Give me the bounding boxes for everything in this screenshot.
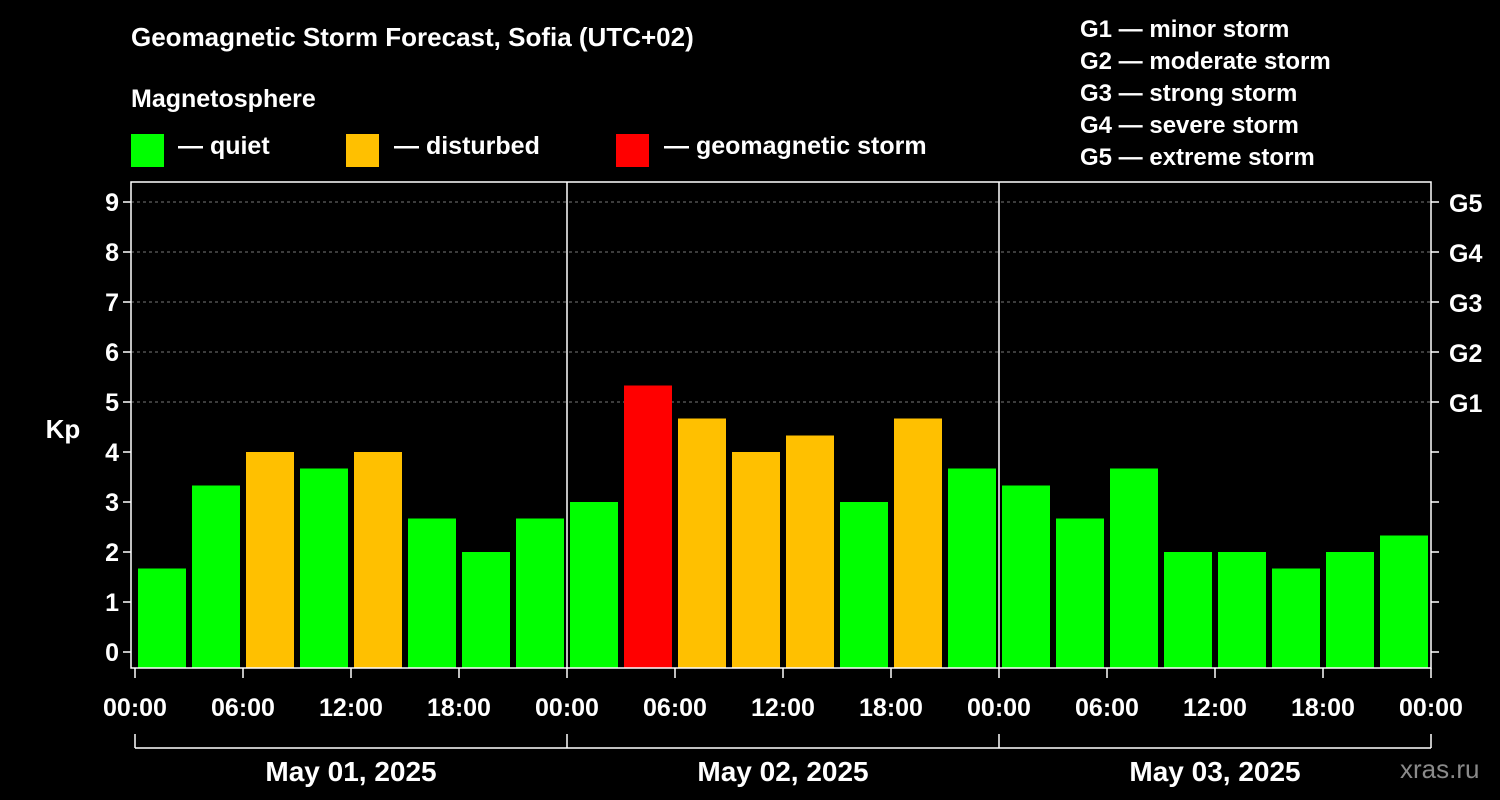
- kp-bar: [678, 418, 726, 668]
- y-tick-label: 2: [105, 539, 119, 567]
- storm-level-g5: G5 — extreme storm: [1080, 144, 1315, 171]
- x-tick-label: 18:00: [427, 694, 491, 722]
- x-tick-label: 06:00: [211, 694, 275, 722]
- y-tick-label: 8: [105, 239, 119, 267]
- x-tick-label: 12:00: [751, 694, 815, 722]
- kp-bar: [1380, 535, 1428, 668]
- day-label: May 03, 2025: [1129, 756, 1300, 787]
- day-label: May 01, 2025: [265, 756, 436, 787]
- x-tick-label: 00:00: [967, 694, 1031, 722]
- kp-bar: [192, 485, 240, 668]
- kp-bar: [462, 552, 510, 668]
- chart-title: Geomagnetic Storm Forecast, Sofia (UTC+0…: [131, 22, 694, 52]
- storm-level-tick-g3: G3: [1449, 290, 1482, 318]
- storm-level-tick-g5: G5: [1449, 190, 1482, 218]
- y-tick-label: 9: [105, 189, 119, 217]
- kp-bar: [354, 452, 402, 668]
- legend-heading: Magnetosphere: [131, 85, 316, 113]
- storm-level-g1: G1 — minor storm: [1080, 16, 1290, 43]
- y-tick-label: 7: [105, 289, 119, 317]
- kp-bar: [1110, 468, 1158, 668]
- kp-bar: [786, 435, 834, 668]
- kp-bar: [840, 502, 888, 668]
- kp-bar: [246, 452, 294, 668]
- x-tick-label: 06:00: [1075, 694, 1139, 722]
- kp-bar: [1164, 552, 1212, 668]
- storm-level-tick-g2: G2: [1449, 340, 1482, 368]
- storm-level-legend: G1 — minor storm G2 — moderate storm G3 …: [1080, 14, 1331, 174]
- legend-swatch-storm: [616, 134, 649, 167]
- source-credit: xras.ru: [1400, 754, 1480, 784]
- legend-label-quiet: — quiet: [178, 132, 270, 160]
- kp-bar: [1272, 568, 1320, 668]
- y-tick-label: 3: [105, 489, 119, 517]
- kp-bar: [138, 568, 186, 668]
- x-tick-label: 00:00: [535, 694, 599, 722]
- plot-frame: [130, 181, 1432, 669]
- y-tick-label: 1: [105, 589, 119, 617]
- x-tick-label: 00:00: [1399, 694, 1463, 722]
- storm-level-g4: G4 — severe storm: [1080, 112, 1299, 139]
- y-tick-label: 4: [105, 439, 119, 467]
- x-tick-label: 18:00: [859, 694, 923, 722]
- y-tick-label: 0: [105, 639, 119, 667]
- legend-label-storm: — geomagnetic storm: [664, 132, 927, 160]
- y-tick-label: 6: [105, 339, 119, 367]
- legend-label-disturbed: — disturbed: [394, 132, 540, 160]
- x-tick-label: 12:00: [319, 694, 383, 722]
- kp-bar: [1056, 518, 1104, 668]
- legend-swatch-disturbed: [346, 134, 379, 167]
- x-tick-label: 06:00: [643, 694, 707, 722]
- kp-bar: [624, 385, 672, 668]
- x-tick-label: 12:00: [1183, 694, 1247, 722]
- kp-bar: [516, 518, 564, 668]
- kp-bar: [1002, 485, 1050, 668]
- kp-bar: [732, 452, 780, 668]
- x-tick-label: 18:00: [1291, 694, 1355, 722]
- y-axis-label: Kp: [46, 414, 81, 444]
- kp-bar: [1326, 552, 1374, 668]
- kp-bar: [948, 468, 996, 668]
- kp-bar: [300, 468, 348, 668]
- kp-bar: [570, 502, 618, 668]
- kp-bar: [894, 418, 942, 668]
- day-label: May 02, 2025: [697, 756, 868, 787]
- kp-bar: [408, 518, 456, 668]
- storm-level-g2: G2 — moderate storm: [1080, 48, 1331, 75]
- legend-swatch-quiet: [131, 134, 164, 167]
- kp-bar: [1218, 552, 1266, 668]
- x-tick-label: 00:00: [103, 694, 167, 722]
- storm-level-tick-g4: G4: [1449, 240, 1482, 268]
- storm-level-tick-g1: G1: [1449, 390, 1482, 418]
- y-tick-label: 5: [105, 389, 119, 417]
- storm-level-g3: G3 — strong storm: [1080, 80, 1298, 107]
